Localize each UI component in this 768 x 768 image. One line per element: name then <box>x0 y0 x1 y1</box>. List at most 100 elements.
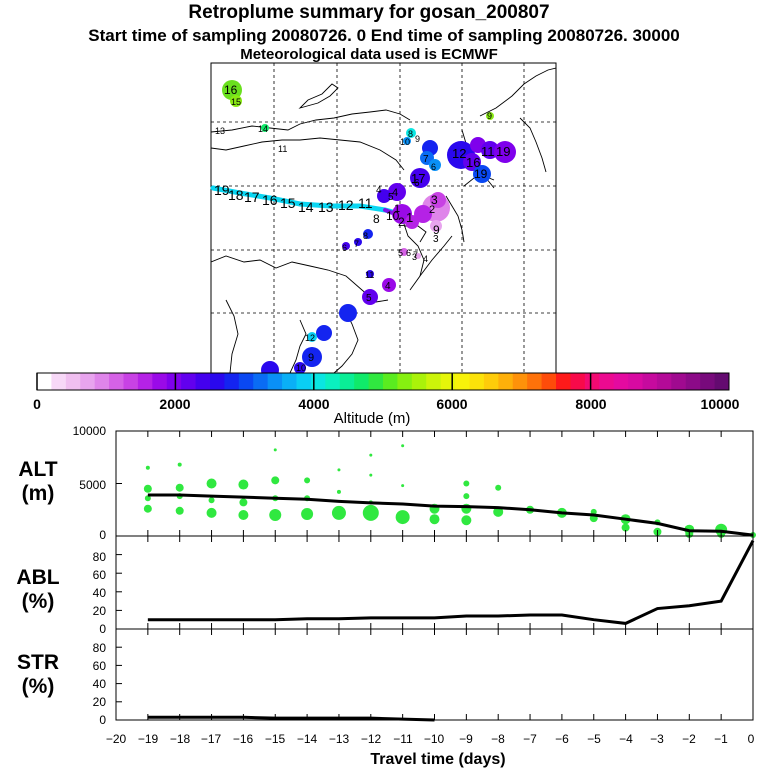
abl-line <box>147 539 755 625</box>
colorbar-cell <box>469 373 485 390</box>
alt-y-tick-label: 5000 <box>79 478 106 492</box>
colorbar-cell <box>685 373 701 390</box>
colorbar-cell <box>498 373 514 390</box>
traj-label: 4 <box>385 281 391 292</box>
alt-cluster-point <box>495 484 502 491</box>
centroid-circle <box>366 270 374 278</box>
traj-label: 16 <box>466 155 480 170</box>
colorbar-frame <box>36 372 730 391</box>
x-tick-label: −17 <box>201 732 222 746</box>
x-tick-label: −12 <box>361 732 382 746</box>
traj-label: 19 <box>496 144 510 159</box>
colorbar-cell <box>51 373 67 390</box>
x-tick-label: −20 <box>106 732 127 746</box>
colorbar-cell <box>109 373 124 390</box>
traj-label: 3 <box>412 252 417 262</box>
traj-label: 7 <box>423 154 429 165</box>
traj-label: 3 <box>431 193 438 207</box>
centroid-circle <box>388 183 406 201</box>
x-tick-label: −13 <box>329 732 350 746</box>
traj-label: 4 <box>376 185 382 196</box>
centroid-circle <box>473 165 491 183</box>
alt-cluster-point <box>208 497 215 504</box>
traj-label: 13 <box>318 199 334 215</box>
colorbar-cell <box>325 373 341 390</box>
str-y-tick-label: 40 <box>93 677 107 691</box>
colorbar-cell <box>195 373 211 390</box>
colorbar-cell <box>94 373 110 390</box>
alt-cluster-point <box>463 480 470 487</box>
trajectory-band-cyan <box>210 185 403 217</box>
alt-cluster-point <box>239 498 248 507</box>
x-tick-label: −2 <box>682 732 696 746</box>
x-tick-label: −15 <box>265 732 286 746</box>
x-tick-label: −4 <box>619 732 633 746</box>
traj-label: 2 <box>398 215 405 229</box>
traj-label: 12 <box>338 197 354 213</box>
traj-label: 14 <box>258 124 268 134</box>
traj-label: 9 <box>433 223 440 237</box>
colorbar-title: Altitude (m) <box>334 410 411 427</box>
colorbar-cell <box>368 373 384 390</box>
colorbar-tick-label: 10000 <box>701 396 740 412</box>
centroid-circle <box>430 192 446 208</box>
traj-label: 1 <box>394 203 400 215</box>
colorbar-tick-label: 2000 <box>159 396 190 412</box>
alt-cluster-point <box>337 468 341 472</box>
x-tick-label: −16 <box>233 732 254 746</box>
traj-label: 4 <box>392 187 398 199</box>
colorbar-cell <box>166 373 182 390</box>
centroid-circle <box>382 278 396 292</box>
centroid-circle <box>261 124 269 132</box>
alt-panel: ALT (m) 0 5000 10000 <box>18 424 756 542</box>
alt-cluster-point <box>461 515 472 526</box>
colorbar-cell <box>339 373 355 390</box>
traj-label: 14 <box>298 199 314 215</box>
colorbar-cell <box>383 373 398 390</box>
alt-cluster-point <box>401 484 405 488</box>
alt-y-tick-label: 10000 <box>73 424 107 438</box>
alt-cluster-point <box>493 506 504 517</box>
retroplume-map: 16 15 13 14 11 9 8 10 9 7 6 12 16 11 19 … <box>210 62 557 379</box>
traj-label: 19 <box>214 182 230 198</box>
alt-cluster-point <box>175 506 184 515</box>
traj-label: 5 <box>366 293 372 304</box>
str-y-tick-label: 60 <box>93 659 107 673</box>
x-tick-label: −9 <box>459 732 473 746</box>
colorbar-cell <box>512 373 528 390</box>
abl-y-tick-label: 0 <box>99 622 106 636</box>
colorbar-cell <box>483 373 499 390</box>
centroid-circle <box>429 159 441 171</box>
x-tick-label: −14 <box>297 732 318 746</box>
x-tick-label: −1 <box>714 732 728 746</box>
colorbar-cell <box>296 373 312 390</box>
x-tick-label: −7 <box>523 732 537 746</box>
traj-label: 8 <box>363 231 368 241</box>
colorbar-cell <box>238 373 254 390</box>
alt-panel-label: ALT <box>18 458 57 481</box>
altitude-colorbar: 0 2000 4000 6000 8000 10000 Altitude (m) <box>33 372 740 427</box>
traj-label: 19 <box>474 167 488 181</box>
colorbar-cell <box>700 373 716 390</box>
alt-cluster-point <box>238 510 249 520</box>
colorbar-cell <box>527 373 543 390</box>
colorbar-cell <box>210 373 225 390</box>
colorbar-cell <box>123 373 139 390</box>
alt-mean-line <box>147 493 754 537</box>
colorbar-cell <box>152 373 168 390</box>
traj-label: 17 <box>244 189 260 205</box>
centroid-circle <box>414 205 432 223</box>
x-tick-label: −5 <box>587 732 601 746</box>
centroid-circle <box>494 141 516 163</box>
traj-label: 6 <box>342 243 347 253</box>
alt-cluster-point <box>269 509 282 521</box>
traj-label: 15 <box>231 97 241 107</box>
alt-cluster-point <box>143 484 152 493</box>
colorbar-cell <box>137 373 153 390</box>
trajectory-labels: 16 15 13 14 11 9 8 10 9 7 6 12 16 11 19 … <box>214 83 510 373</box>
x-tick-label: −19 <box>138 732 159 746</box>
centroid-circle <box>463 153 481 171</box>
alt-cluster-point <box>336 489 341 494</box>
colorbar-cell <box>397 373 413 390</box>
